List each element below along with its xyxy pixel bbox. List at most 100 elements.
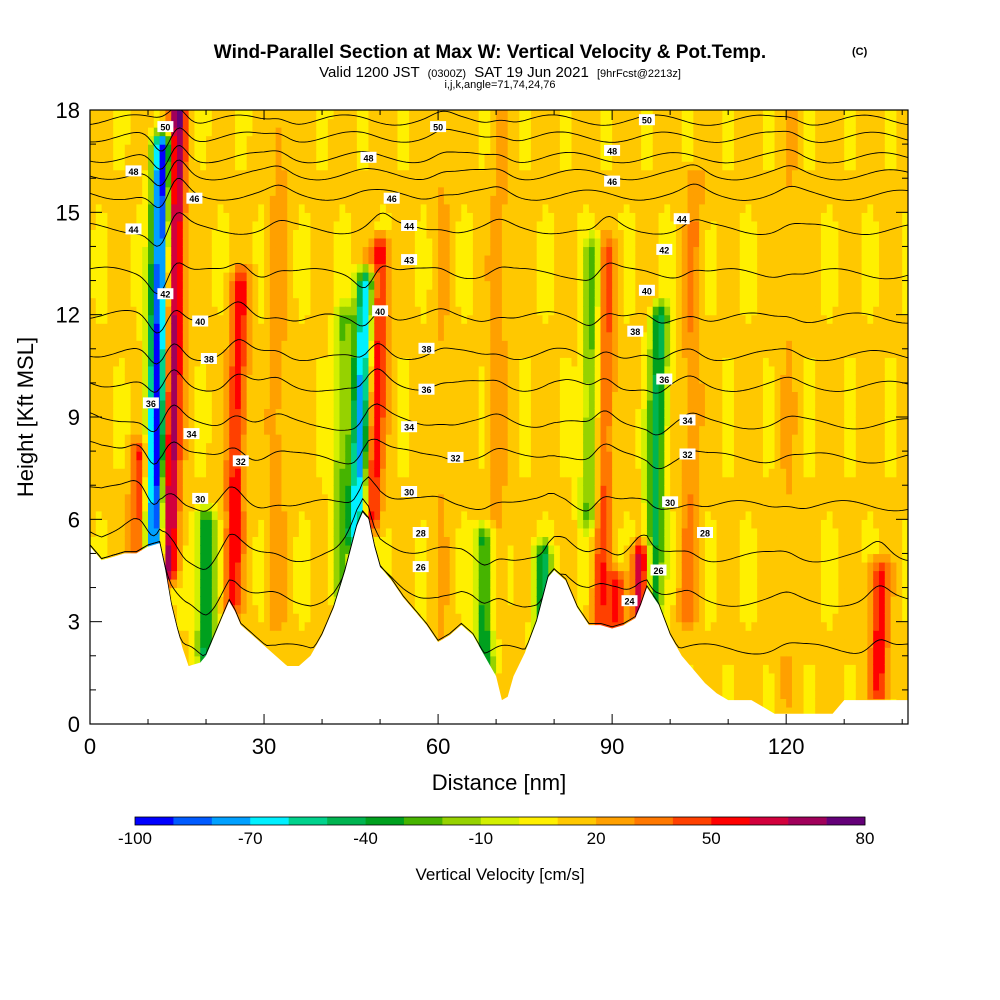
velocity-cell — [217, 314, 225, 324]
velocity-cell — [90, 272, 97, 282]
velocity-cell — [182, 391, 190, 401]
velocity-cell — [95, 178, 103, 188]
velocity-cell — [397, 357, 404, 367]
velocity-cell — [356, 434, 364, 444]
velocity-cell — [235, 195, 242, 205]
velocity-cell — [119, 502, 126, 512]
velocity-cell — [95, 468, 103, 478]
velocity-cell — [258, 442, 265, 452]
velocity-cell — [264, 638, 271, 648]
velocity-cell — [455, 118, 462, 128]
velocity-cell — [304, 613, 312, 623]
velocity-cell — [345, 476, 352, 486]
velocity-cell — [333, 348, 341, 358]
velocity-cell — [264, 399, 271, 410]
velocity-cell — [194, 451, 201, 461]
velocity-cell — [351, 135, 358, 145]
velocity-cell — [461, 536, 468, 546]
velocity-cell — [124, 382, 132, 393]
velocity-cell — [426, 169, 433, 179]
velocity-cell — [362, 195, 370, 205]
velocity-cell — [159, 323, 167, 333]
velocity-cell — [426, 229, 433, 239]
velocity-cell — [142, 493, 149, 503]
velocity-cell — [293, 272, 300, 282]
velocity-cell — [252, 391, 259, 401]
velocity-cell — [281, 510, 288, 520]
velocity-cell — [211, 459, 219, 469]
velocity-cell — [275, 399, 283, 410]
velocity-cell — [240, 340, 248, 350]
velocity-cell — [124, 297, 132, 307]
velocity-cell — [304, 237, 312, 248]
velocity-cell — [467, 340, 474, 350]
velocity-cell — [426, 493, 433, 503]
velocity-cell — [327, 297, 335, 307]
velocity-cell — [258, 144, 265, 154]
velocity-cell — [269, 340, 277, 350]
velocity-cell — [368, 391, 375, 401]
velocity-cell — [275, 144, 283, 154]
velocity-cell — [374, 391, 381, 401]
velocity-cell — [397, 451, 404, 461]
velocity-cell — [287, 502, 294, 512]
velocity-cell — [90, 331, 97, 341]
velocity-cell — [438, 280, 445, 290]
velocity-cell — [235, 152, 242, 162]
velocity-cell — [316, 527, 323, 537]
velocity-cell — [119, 493, 126, 503]
velocity-cell — [229, 451, 236, 461]
velocity-cell — [95, 502, 103, 512]
velocity-cell — [432, 485, 439, 495]
velocity-cell — [403, 297, 410, 307]
velocity-cell — [130, 527, 138, 537]
velocity-cell — [136, 391, 143, 401]
velocity-cell — [223, 357, 230, 367]
velocity-cell — [293, 203, 300, 213]
velocity-cell — [269, 110, 277, 120]
velocity-cell — [95, 357, 103, 367]
velocity-cell — [327, 468, 335, 478]
velocity-cell — [409, 186, 416, 196]
velocity-cell — [455, 331, 462, 341]
velocity-cell — [177, 536, 184, 546]
velocity-cell — [293, 135, 300, 145]
velocity-cell — [107, 289, 114, 299]
velocity-cell — [449, 442, 457, 452]
velocity-cell — [368, 212, 375, 222]
velocity-cell — [385, 229, 393, 239]
velocity-cell — [304, 144, 312, 154]
velocity-cell — [258, 246, 265, 256]
velocity-cell — [177, 553, 184, 563]
velocity-cell — [281, 152, 288, 162]
velocity-cell — [345, 340, 352, 350]
velocity-cell — [304, 340, 312, 350]
velocity-cell — [171, 246, 178, 256]
velocity-cell — [397, 459, 404, 469]
velocity-cell — [478, 186, 486, 196]
velocity-cell — [490, 587, 497, 597]
velocity-cell — [293, 493, 300, 503]
velocity-cell — [206, 399, 213, 410]
velocity-cell — [455, 536, 462, 546]
velocity-cell — [130, 536, 138, 546]
velocity-cell — [478, 621, 486, 631]
velocity-cell — [461, 519, 468, 529]
velocity-cell — [130, 510, 138, 520]
velocity-cell — [95, 323, 103, 333]
velocity-cell — [130, 485, 138, 495]
velocity-cell — [177, 152, 184, 162]
velocity-cell — [478, 553, 486, 563]
velocity-cell — [258, 451, 265, 461]
velocity-cell — [403, 408, 410, 418]
velocity-cell — [200, 382, 207, 393]
velocity-cell — [443, 493, 451, 503]
velocity-cell — [194, 135, 201, 145]
velocity-cell — [101, 510, 108, 520]
velocity-cell — [478, 630, 486, 640]
velocity-cell — [252, 144, 259, 154]
velocity-cell — [322, 135, 329, 145]
velocity-cell — [275, 638, 283, 648]
velocity-cell — [397, 110, 404, 120]
velocity-cell — [345, 382, 352, 393]
